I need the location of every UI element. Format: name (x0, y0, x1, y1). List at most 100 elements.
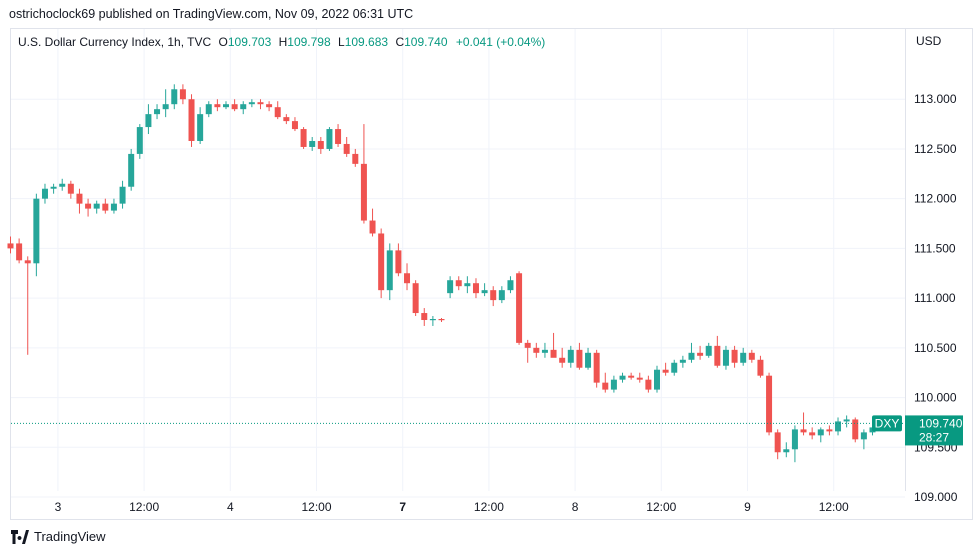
x-tick-label: 8 (572, 500, 579, 514)
candle (464, 276, 471, 294)
candle-body (576, 349, 583, 368)
candle-body (378, 233, 385, 291)
candle-body (567, 349, 574, 363)
legend-open-value: 109.703 (227, 35, 272, 49)
candle-body (136, 127, 143, 154)
candle-body (369, 220, 376, 234)
candle-body (16, 243, 23, 261)
candle-body (145, 114, 152, 128)
y-tick-label: 109.000 (914, 490, 958, 504)
candle (533, 342, 540, 358)
candle (136, 124, 143, 159)
candle (697, 345, 704, 360)
candle-body (93, 203, 100, 209)
candle (119, 180, 126, 209)
candle-body (447, 280, 454, 294)
candle (705, 342, 712, 358)
candle-body (705, 345, 712, 356)
candle (205, 101, 212, 118)
candle (317, 137, 324, 154)
candle (516, 271, 523, 345)
candle (266, 101, 273, 112)
candle (654, 365, 660, 393)
candle-body (110, 203, 117, 211)
candle (214, 99, 221, 112)
candle-body (214, 104, 221, 108)
candle (817, 427, 824, 443)
candle (412, 280, 419, 317)
candle-body (636, 377, 643, 380)
candle-body (7, 243, 14, 249)
candle-body (360, 163, 367, 221)
candle-body (179, 89, 186, 100)
candle-body (464, 283, 471, 287)
candle (378, 228, 385, 299)
candle (602, 372, 609, 393)
y-tick-label: 110.000 (914, 391, 957, 405)
candle (783, 442, 790, 458)
candle-body (740, 352, 747, 363)
candle-body (309, 140, 316, 147)
candle-body (352, 153, 359, 164)
candle-body (533, 347, 540, 353)
candle (774, 429, 781, 460)
candle (455, 276, 462, 291)
candle (740, 347, 747, 366)
candle-body (809, 432, 816, 436)
candle-body (41, 188, 48, 199)
tradingview-logo-icon (11, 529, 29, 544)
candle (240, 101, 247, 115)
last-price-tag (905, 415, 963, 446)
candle (76, 188, 83, 214)
legend-high-label: H (278, 35, 288, 49)
candle-body (481, 290, 488, 294)
candle (421, 308, 428, 326)
y-tick-label: 112.500 (914, 142, 957, 156)
candle (559, 347, 566, 368)
candle-body (274, 107, 281, 118)
legend-close-label: C (395, 35, 405, 49)
y-tick-label: 113.000 (914, 92, 957, 106)
candle (429, 316, 436, 326)
candle-body (24, 260, 31, 264)
candle-body (619, 375, 626, 380)
candle-body (154, 109, 161, 115)
candle-body (697, 352, 704, 356)
candle-body (559, 357, 566, 363)
candle (110, 198, 117, 214)
candle (472, 278, 479, 299)
candle (610, 375, 617, 393)
y-tick-label: 112.000 (914, 192, 957, 206)
footer-brand[interactable]: TradingView (10, 529, 106, 544)
candle (576, 342, 583, 370)
countdown-tag-label: 28:27 (919, 430, 949, 444)
candle (128, 148, 135, 191)
candle-body (317, 140, 324, 149)
candle (852, 417, 859, 443)
candle (541, 342, 548, 358)
candle (283, 114, 290, 125)
candle (33, 193, 40, 277)
candle-body (524, 342, 531, 348)
candle (447, 276, 454, 299)
candle-body (507, 280, 514, 291)
candle (550, 332, 557, 358)
candle (843, 415, 850, 428)
candle (7, 236, 14, 254)
grid-lines (11, 29, 906, 498)
candle-body (300, 129, 307, 147)
candle-body (654, 369, 660, 390)
candle-body (472, 283, 479, 294)
x-tick-label: 12:00 (301, 500, 331, 514)
candle (197, 107, 204, 144)
candle-body (102, 203, 109, 211)
candle (593, 349, 600, 388)
candle-body (33, 198, 40, 264)
candle-body (335, 129, 342, 144)
legend-open-label: O (218, 35, 228, 49)
y-tick-label: 110.500 (914, 341, 957, 355)
candle (145, 104, 152, 135)
x-tick-label: 3 (55, 500, 62, 514)
